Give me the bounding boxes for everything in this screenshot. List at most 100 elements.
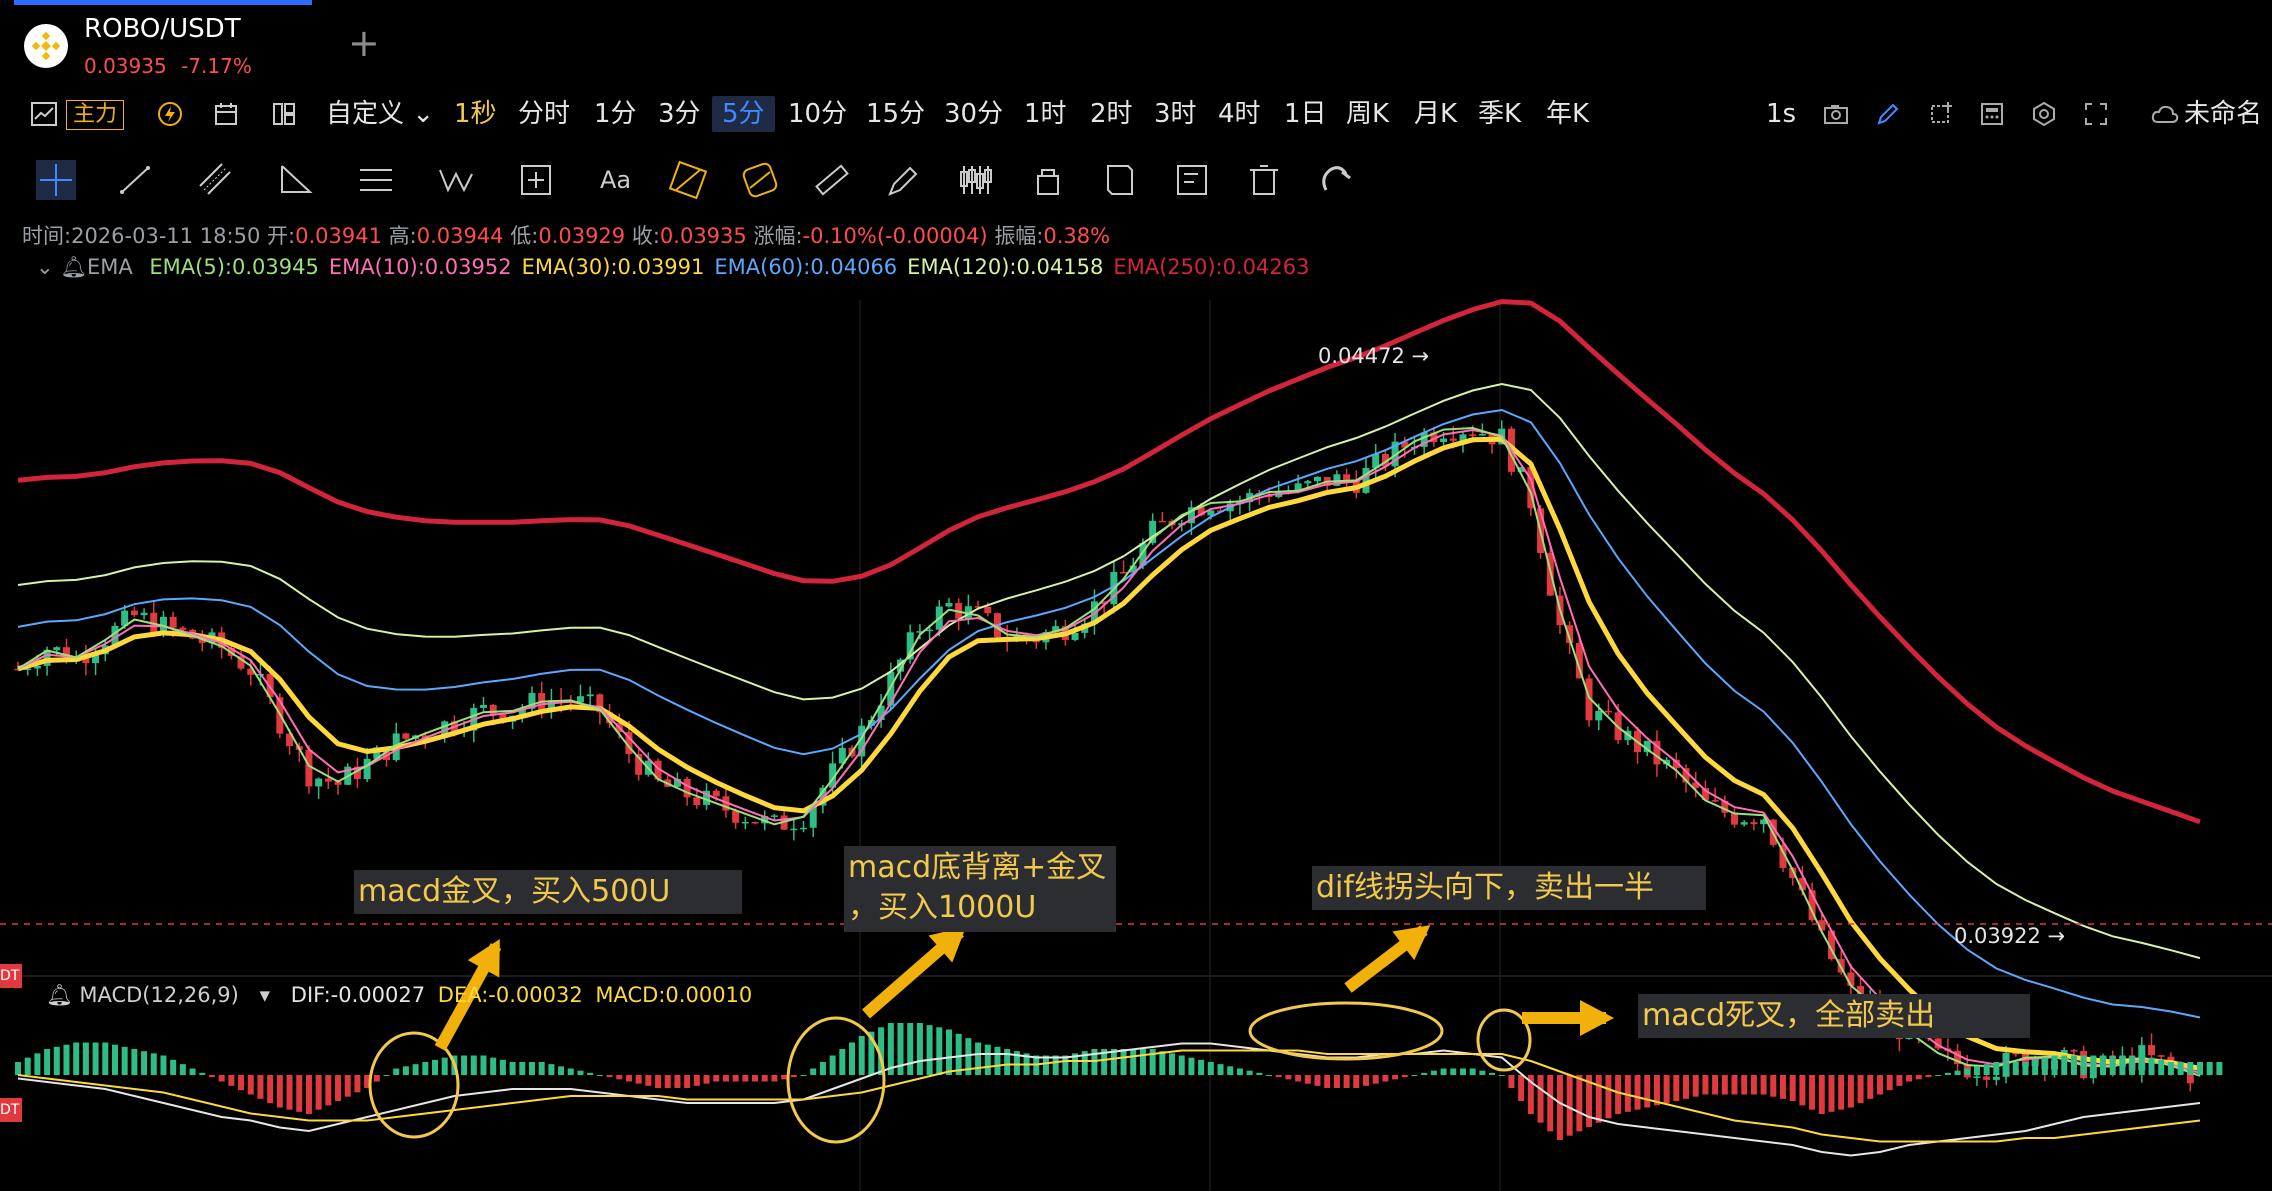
macd-bar [1149,1049,1156,1075]
macd-bar [1285,1075,1292,1080]
interval-3h[interactable]: 3时 [1154,99,1197,129]
pattern-icon[interactable] [740,160,780,200]
cloud-icon[interactable] [2150,100,2180,136]
candle-body [1847,972,1855,986]
macd-bar [916,1023,923,1075]
chart-type-icon[interactable] [30,100,58,136]
macd-bar [1906,1075,1913,1082]
chevron-down-icon[interactable]: ⌄ [36,255,61,279]
custom-dropdown[interactable]: 自定义 ⌄ [326,96,434,132]
candle-body [732,810,740,823]
main-indicator-button[interactable]: 主力 [66,100,125,130]
candle-body [1934,1038,1942,1049]
interval-3m[interactable]: 3分 [658,99,701,129]
calendar-icon[interactable] [212,100,240,136]
interval-quarter[interactable]: 季K [1478,99,1522,129]
text-icon[interactable]: Aa [596,160,636,200]
interval-5m[interactable]: 5分 [712,96,775,132]
candle-body [916,631,924,633]
angle-icon[interactable] [276,160,316,200]
pencil-icon[interactable] [1874,100,1902,136]
macd-bar [1556,1075,1563,1140]
interval-30m[interactable]: 30分 [944,99,1004,129]
macd-bar [713,1075,720,1082]
interval-1s[interactable]: 1秒 [454,99,497,129]
arrow-head [928,926,967,963]
interval-toolbar [0,86,2272,146]
fullscreen-icon[interactable] [2082,100,2110,136]
ruler-icon[interactable] [812,160,852,200]
bell-icon[interactable]: 🔔︎ [60,255,87,279]
interval-4h[interactable]: 4时 [1218,99,1261,129]
macd-bar [383,1075,390,1076]
macd-bar [1925,1075,1932,1078]
parallel-channel-icon[interactable] [196,160,236,200]
macd-bar [606,1075,613,1078]
pair-name[interactable]: ROBO/USDT [84,14,241,44]
annotation-golden-cross: macd金叉，买入500U [354,870,742,914]
interval-1w[interactable]: 周K [1346,99,1390,129]
price-chart[interactable] [0,290,2272,1191]
ema-item: EMA(60):0.04066 [714,255,898,279]
candle-body [315,778,323,787]
settings-icon[interactable] [2030,100,2058,136]
layout-icon[interactable] [270,100,298,136]
interval-15m[interactable]: 15分 [866,99,926,129]
trash-icon[interactable] [1244,160,1284,200]
macd-bar [373,1075,380,1082]
candle-body [140,612,148,616]
tag-icon[interactable] [1100,160,1140,200]
add-tab-button[interactable]: + [348,21,380,65]
macd-bar [645,1075,652,1086]
interval-1h[interactable]: 1时 [1024,99,1067,129]
crosshair-icon[interactable] [36,160,76,200]
camera-icon[interactable] [1822,100,1850,136]
candle-body [1760,819,1768,825]
interval-1d[interactable]: 1日 [1284,99,1327,129]
bell-icon[interactable]: 🔔︎ [46,983,73,1007]
chevron-down-icon[interactable]: ▾ [259,983,271,1007]
macd-line [17,1042,2201,1157]
horizontal-lines-icon[interactable] [356,160,396,200]
macd-bar [742,1075,749,1082]
layout-name[interactable]: 未命名 [2184,99,2263,129]
interval-year[interactable]: 年K [1546,99,1590,129]
candle-body [1052,626,1060,633]
macd-bar [1644,1075,1651,1108]
interval-1mo[interactable]: 月K [1414,99,1458,129]
macd-bar [1857,1075,1864,1104]
measure-icon[interactable] [516,160,556,200]
candle-body [169,616,177,628]
macd-bar [858,1036,865,1075]
macd-bar [2032,1059,2039,1075]
interval-timeline[interactable]: 分时 [518,99,571,129]
candle-body [1294,483,1302,491]
wave-icon[interactable] [436,160,476,200]
right-interval[interactable]: 1s [1766,99,1797,129]
candle-body [800,827,808,830]
candle-body [130,610,138,616]
magnet-icon[interactable] [1316,160,1356,200]
macd-bar [111,1044,118,1075]
macd-label[interactable]: MACD(12,26,9) [79,983,239,1007]
ema-label[interactable]: EMA [86,255,133,279]
add-indicator-icon[interactable] [1926,100,1954,136]
macd-bar [2187,1062,2194,1075]
interval-2h[interactable]: 2时 [1090,99,1133,129]
macd-bar [1993,1062,2000,1075]
macd-bar [1828,1075,1835,1112]
candle-body [1430,432,1438,442]
trendline-icon[interactable] [116,160,156,200]
edit-icon[interactable] [1172,160,1212,200]
fib-icon[interactable] [668,160,708,200]
lock-icon[interactable] [1028,160,1068,200]
stamp-icon[interactable] [956,160,996,200]
circle-mark [368,1031,460,1139]
flash-icon[interactable] [156,100,184,136]
interval-1m[interactable]: 1分 [594,99,637,129]
brush-icon[interactable] [884,160,924,200]
calculator-icon[interactable] [1978,100,2006,136]
candle-body [1595,710,1603,721]
interval-10m[interactable]: 10分 [788,99,848,129]
macd-bar [790,1075,797,1078]
